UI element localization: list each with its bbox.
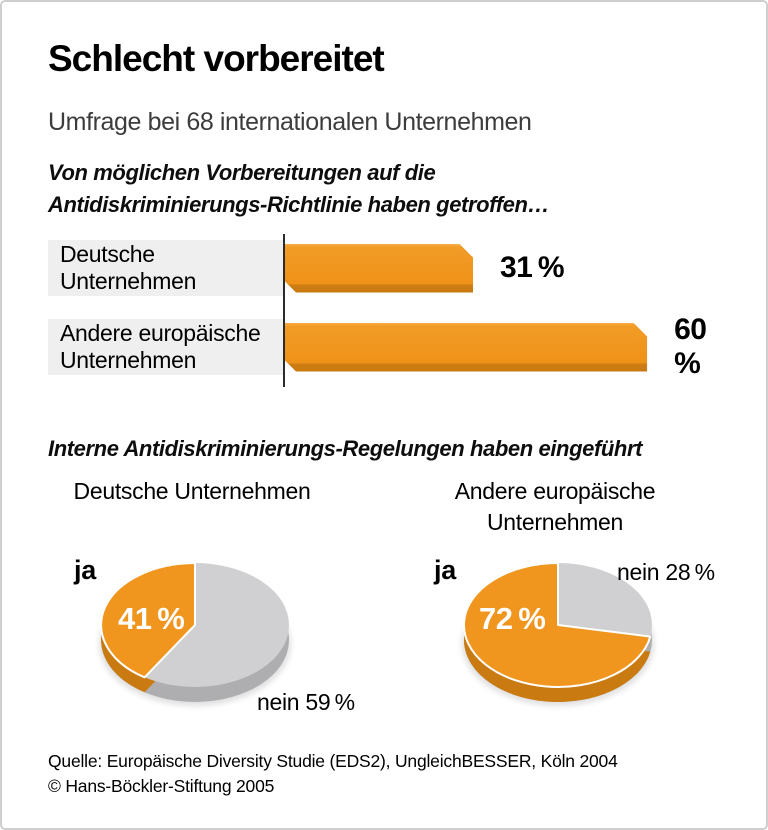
- bar-section-heading-line1: Von möglichen Vorbereitungen auf die: [48, 160, 436, 185]
- pie-value-label-left: 41 %: [118, 601, 185, 636]
- pie-title-andere: Andere europäische Unternehmen: [454, 478, 656, 535]
- bar-area: 60 %: [283, 313, 738, 380]
- bar-andere: [285, 323, 647, 372]
- bar-label-box: Deutsche Unternehmen: [48, 240, 283, 296]
- bar-label-box: Andere europäische Unternehmen: [48, 319, 283, 375]
- pie-ja-label-right: ja: [434, 555, 456, 585]
- bar-row-andere: Andere europäische Unternehmen 60 %: [48, 313, 738, 380]
- bar-section-heading: Von möglichen Vorbereitungen auf die Ant…: [48, 157, 550, 221]
- bar-value: 31 %: [500, 251, 565, 284]
- axis-line: [283, 234, 285, 387]
- subtitle: Umfrage bei 68 internationalen Unternehm…: [48, 108, 532, 136]
- pie-section-heading: Interne Antidiskriminierungs-Regelungen …: [48, 436, 643, 461]
- page-title: Schlecht vorbereitet: [48, 38, 385, 79]
- footer-copyright: © Hans-Böckler-Stiftung 2005: [48, 775, 275, 796]
- footer: Quelle: Europäische Diversity Studie (ED…: [48, 749, 618, 798]
- bar-chart: Deutsche Unternehmen 31 % Andere europäi…: [48, 234, 738, 387]
- pie-ja-label-left: ja: [74, 555, 96, 585]
- pie-chart-andere: [462, 562, 654, 706]
- pie-title-deutsche: Deutsche Unternehmen: [73, 478, 311, 504]
- bar-section-heading-line2: Antidiskriminierungs-Richtlinie haben ge…: [48, 192, 550, 217]
- bar-area: 31 %: [283, 240, 738, 296]
- bar-deutsche: [285, 244, 473, 293]
- bar-label: Andere europäische Unternehmen: [60, 320, 261, 373]
- pie-chart-deutsche: [99, 562, 291, 706]
- pie-nein-label-right: nein 28 %: [617, 559, 715, 585]
- bar-row-deutsche: Deutsche Unternehmen 31 %: [48, 240, 738, 296]
- pie-nein-label-left: nein 59 %: [257, 689, 355, 715]
- bar-label: Deutsche Unternehmen: [60, 241, 197, 294]
- footer-source: Quelle: Europäische Diversity Studie (ED…: [48, 751, 618, 771]
- bar-value: 60 %: [674, 313, 712, 380]
- pie-value-label-right: 72 %: [479, 601, 546, 636]
